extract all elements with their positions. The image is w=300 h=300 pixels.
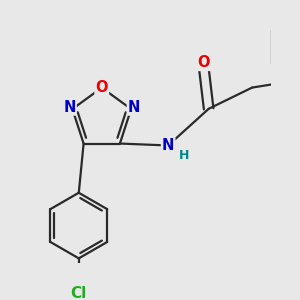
Text: O: O (198, 55, 210, 70)
Text: O: O (95, 80, 108, 95)
Text: Cl: Cl (71, 286, 87, 300)
Text: H: H (178, 148, 189, 162)
Text: N: N (162, 138, 174, 153)
Text: N: N (63, 100, 76, 115)
Text: N: N (128, 100, 140, 115)
